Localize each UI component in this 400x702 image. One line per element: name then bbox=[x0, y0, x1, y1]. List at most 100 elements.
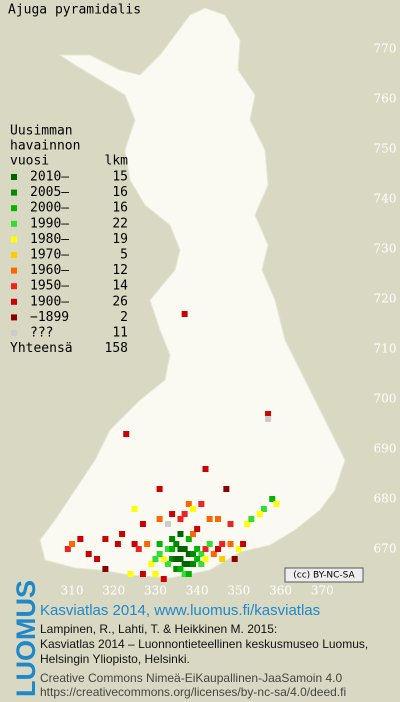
record-square bbox=[219, 556, 226, 562]
record-square bbox=[194, 546, 201, 552]
record-square bbox=[144, 541, 151, 547]
legend-label: ??? bbox=[30, 326, 53, 341]
record-square bbox=[119, 531, 126, 537]
record-square bbox=[177, 566, 184, 572]
title: Ajuga pyramidalis bbox=[8, 3, 141, 18]
legend-label: −1899 bbox=[30, 310, 69, 325]
record-square bbox=[127, 571, 134, 577]
headline: Kasviatlas 2014, www.luomus.fi/kasviatla… bbox=[40, 602, 320, 619]
legend-count: 12 bbox=[112, 263, 128, 278]
citation: Lampinen, R., Lahti, T. & Heikkinen M. 2… bbox=[40, 622, 277, 636]
legend-heading: Uusimman bbox=[10, 124, 73, 139]
y-tick-label: 750 bbox=[374, 142, 397, 156]
legend-heading: havainnon bbox=[10, 139, 80, 154]
y-tick-label: 670 bbox=[374, 542, 397, 556]
record-square bbox=[181, 311, 188, 317]
record-square bbox=[160, 576, 167, 582]
legend-label: 2010– bbox=[30, 170, 69, 185]
citation: Helsingin Yliopisto, Helsinki. bbox=[40, 652, 190, 666]
x-tick-label: 330 bbox=[144, 584, 167, 598]
record-square bbox=[231, 556, 238, 562]
record-square bbox=[177, 531, 184, 537]
legend-label: 1980– bbox=[30, 232, 69, 247]
legend-count: 26 bbox=[112, 294, 128, 309]
legend-label: 2005– bbox=[30, 185, 69, 200]
record-square bbox=[185, 571, 192, 577]
legend-swatch bbox=[11, 283, 17, 290]
legend-total: 158 bbox=[105, 341, 128, 356]
license: https://creativecommons.org/licenses/by-… bbox=[40, 685, 346, 699]
record-square bbox=[185, 561, 192, 567]
record-square bbox=[164, 521, 171, 527]
record-square bbox=[152, 556, 159, 562]
record-square bbox=[77, 536, 84, 542]
record-square bbox=[131, 541, 138, 547]
y-tick-label: 690 bbox=[374, 442, 397, 456]
record-square bbox=[164, 561, 171, 567]
record-square bbox=[265, 416, 272, 422]
record-square bbox=[181, 571, 188, 577]
legend-label: 1970– bbox=[30, 248, 69, 263]
legend-count: 22 bbox=[112, 216, 128, 231]
record-square bbox=[94, 556, 101, 562]
record-square bbox=[181, 511, 188, 517]
y-tick-label: 720 bbox=[374, 292, 397, 306]
record-square bbox=[206, 516, 213, 522]
legend-count: 14 bbox=[112, 279, 128, 294]
record-square bbox=[148, 561, 155, 567]
legend-count: 2 bbox=[120, 310, 128, 325]
legend-count: 11 bbox=[112, 326, 128, 341]
record-square bbox=[169, 511, 176, 517]
record-square bbox=[164, 546, 171, 552]
legend-total-label: Yhteensä bbox=[10, 341, 73, 356]
legend-swatch bbox=[11, 174, 17, 180]
record-square bbox=[152, 571, 159, 577]
record-square bbox=[102, 536, 109, 542]
record-square bbox=[248, 516, 255, 522]
legend-col-header: lkm bbox=[105, 154, 129, 169]
legend-swatch bbox=[11, 298, 17, 305]
legend-label: 1950– bbox=[30, 279, 69, 294]
legend-count: 19 bbox=[112, 232, 128, 247]
y-tick-label: 700 bbox=[374, 392, 397, 406]
record-square bbox=[194, 556, 201, 562]
legend-count: 16 bbox=[112, 201, 128, 216]
record-square bbox=[169, 536, 176, 542]
record-square bbox=[227, 541, 234, 547]
record-square bbox=[123, 431, 130, 437]
record-square bbox=[219, 541, 226, 547]
record-square bbox=[202, 556, 209, 562]
record-square bbox=[139, 521, 146, 527]
legend-col-header: vuosi bbox=[10, 154, 49, 169]
record-square bbox=[198, 561, 205, 567]
license: Creative Commons Nimeä-EiKaupallinen-Jaa… bbox=[40, 671, 342, 685]
record-square bbox=[185, 551, 192, 557]
record-square bbox=[256, 511, 263, 517]
record-square bbox=[215, 516, 222, 522]
record-square bbox=[202, 546, 209, 552]
record-square bbox=[215, 546, 222, 552]
legend-label: 2000– bbox=[30, 201, 69, 216]
record-square bbox=[227, 521, 234, 527]
record-square bbox=[156, 551, 163, 557]
record-square bbox=[181, 546, 188, 552]
x-tick-label: 310 bbox=[61, 584, 84, 598]
record-square bbox=[202, 466, 209, 472]
record-square bbox=[177, 516, 184, 522]
record-square bbox=[131, 506, 138, 512]
legend-count: 5 bbox=[120, 248, 128, 263]
record-square bbox=[206, 541, 213, 547]
record-square bbox=[181, 561, 188, 567]
legend-label: 1900– bbox=[30, 294, 69, 309]
x-tick-label: 340 bbox=[186, 584, 209, 598]
record-square bbox=[135, 546, 142, 552]
legend-label: 1990– bbox=[30, 216, 69, 231]
record-square bbox=[240, 541, 247, 547]
legend-swatch bbox=[11, 236, 17, 243]
record-square bbox=[189, 551, 196, 557]
record-square bbox=[265, 411, 272, 417]
record-square bbox=[177, 546, 184, 552]
cc-badge bbox=[284, 567, 364, 583]
legend-label: 1960– bbox=[30, 263, 69, 278]
